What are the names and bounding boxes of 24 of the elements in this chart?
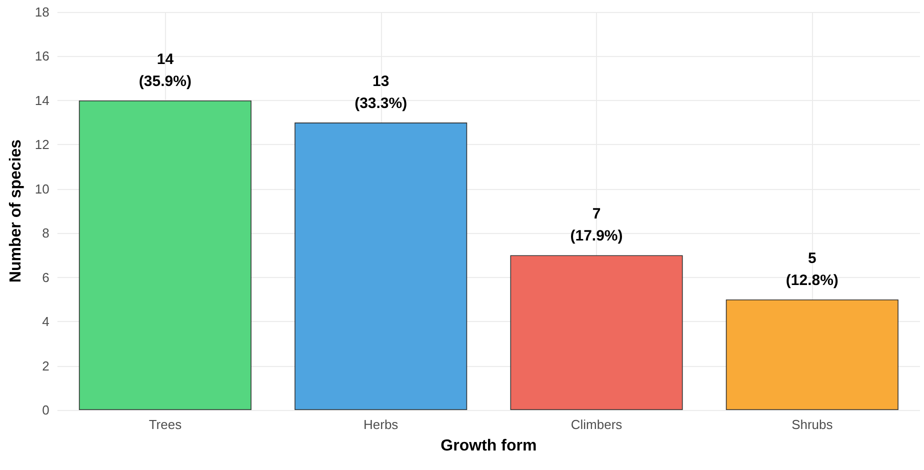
y-tick-label: 18 <box>34 4 50 20</box>
x-tick-label: Herbs <box>364 417 399 432</box>
data-label: 5 (12.8%) <box>786 250 838 289</box>
y-tick-label: 0 <box>42 402 50 418</box>
y-tick-label: 16 <box>34 48 50 64</box>
y-tick-label: 12 <box>34 137 50 152</box>
bar <box>726 299 898 410</box>
x-tick-label: Climbers <box>570 417 623 432</box>
y-tick-label: 8 <box>42 226 50 241</box>
y-tick-label: 4 <box>42 314 50 330</box>
y-tick-label: 6 <box>42 270 50 285</box>
x-axis-title: Growth form <box>440 438 537 454</box>
y-tick-label: 2 <box>42 358 50 374</box>
bar <box>78 100 252 410</box>
x-tick-label: Trees <box>148 417 182 432</box>
data-label: 7 (17.9%) <box>570 206 623 245</box>
data-label: 13 (33.3%) <box>354 73 408 112</box>
y-tick-label: 14 <box>34 92 50 108</box>
bar <box>510 255 683 410</box>
x-tick-label: Shrubs <box>792 417 834 432</box>
data-label: 14 (35.9%) <box>138 50 192 90</box>
bar <box>294 122 468 410</box>
y-axis-title: Number of species <box>8 139 24 283</box>
y-tick-label: 10 <box>34 181 50 196</box>
